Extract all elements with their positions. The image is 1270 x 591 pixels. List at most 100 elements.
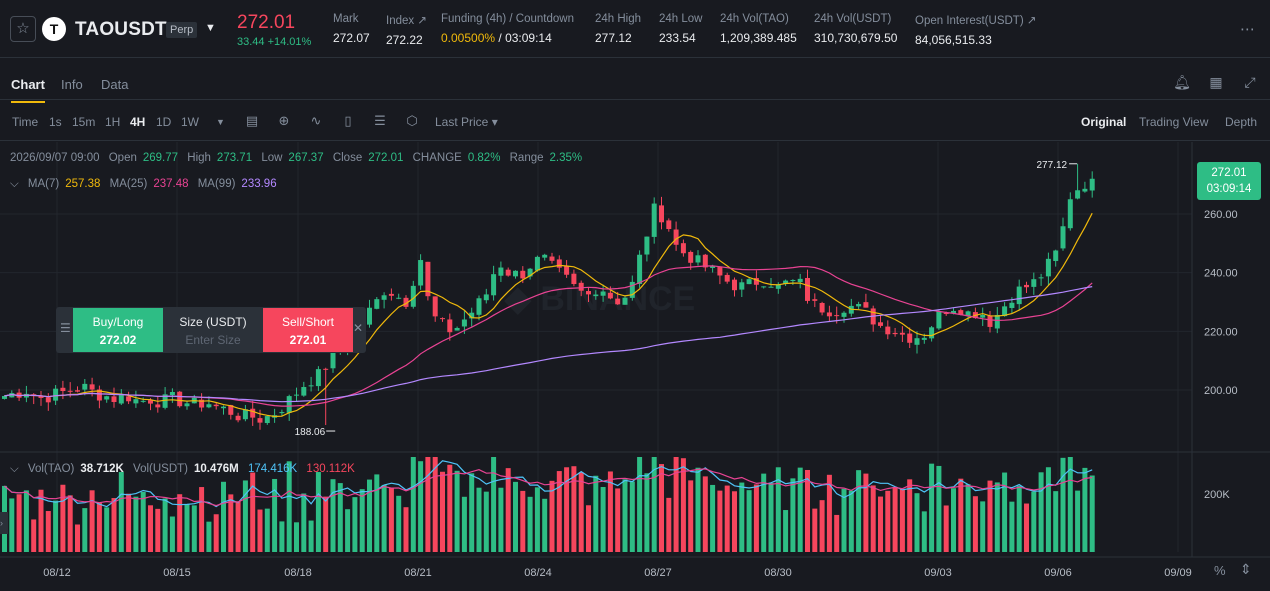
- vol-legend-toggle-chevron-icon[interactable]: ⌵: [10, 463, 19, 475]
- volume-bar: [644, 473, 650, 552]
- price-type-select[interactable]: Last Price ▾: [435, 115, 498, 129]
- interval-4h[interactable]: 4H: [130, 115, 146, 129]
- candle-body: [1045, 258, 1051, 277]
- more-options-icon[interactable]: ⋯: [1240, 21, 1256, 38]
- interval-1h[interactable]: 1H: [105, 115, 121, 129]
- stat-index[interactable]: Index ↗ 272.22: [386, 13, 427, 47]
- tab-chart[interactable]: Chart: [11, 77, 45, 103]
- candle-body: [571, 273, 577, 285]
- settings-sliders-icon[interactable]: ☰: [374, 113, 386, 128]
- add-indicator-icon[interactable]: ⊕: [278, 113, 290, 128]
- calendar-icon[interactable]: ▤: [245, 113, 259, 128]
- stat-value: 1,209,389.485: [720, 31, 797, 45]
- auto-scale-icon[interactable]: ⇕: [1240, 561, 1252, 577]
- volume-bar: [491, 457, 497, 552]
- volume-bar: [826, 474, 832, 552]
- buy-long-button[interactable]: Buy/Long 272.02: [73, 308, 163, 352]
- view-original[interactable]: Original: [1081, 115, 1127, 129]
- volume-bar: [1045, 467, 1051, 552]
- candle-body: [257, 418, 263, 423]
- candle-body: [177, 391, 183, 407]
- layout-grid-icon[interactable]: ▦: [1209, 74, 1223, 90]
- chart-toolbar: Time 1s 15m 1H 4H 1D 1W ▼ ▤ ⊕ ∿ ▯ ☰ ⬡ La…: [0, 101, 1270, 141]
- interval-more-chevron-down-icon[interactable]: ▼: [216, 117, 225, 127]
- volume-bar: [330, 479, 336, 552]
- volume-bar: [505, 468, 511, 552]
- volume-bar: [23, 490, 29, 552]
- volume-bar: [118, 472, 124, 552]
- candle-body: [104, 396, 110, 400]
- volume-bar: [659, 464, 664, 552]
- interval-1d[interactable]: 1D: [156, 115, 172, 129]
- bell-icon[interactable]: 🔔︎: [1173, 74, 1191, 90]
- expand-icon[interactable]: ⤢: [1244, 74, 1256, 90]
- volume-bar: [60, 484, 66, 552]
- drag-handle-icon[interactable]: ☰: [60, 321, 71, 335]
- view-trading-view[interactable]: Trading View: [1139, 115, 1209, 129]
- close-icon[interactable]: ✕: [352, 321, 363, 335]
- candle-style-icon[interactable]: ▯: [344, 113, 352, 128]
- candle-body: [659, 205, 664, 223]
- candle-body: [294, 394, 299, 396]
- candle-body: [96, 389, 102, 401]
- candle-body: [1089, 178, 1095, 191]
- volume-bar: [710, 484, 716, 552]
- shield-settings-icon[interactable]: ⬡: [406, 113, 418, 128]
- size-field[interactable]: Size (USDT) Enter Size: [163, 308, 263, 352]
- candle-body: [447, 319, 453, 333]
- stat-label: Mark: [333, 13, 359, 25]
- favorite-star-icon[interactable]: ☆: [10, 16, 36, 42]
- legend-ma7-label: MA(7): [27, 178, 60, 190]
- volume-bar: [16, 494, 22, 552]
- x-axis-label: 08/27: [644, 567, 672, 579]
- stat-open-interest[interactable]: Open Interest(USDT) ↗ 84,056,515.33: [915, 13, 1036, 47]
- candle-body: [461, 319, 467, 327]
- ma-legend-toggle-chevron-icon[interactable]: ⌵: [10, 178, 19, 190]
- volume-bar: [732, 491, 737, 552]
- size-input[interactable]: Enter Size: [185, 333, 241, 347]
- candle-body: [483, 294, 489, 301]
- view-depth[interactable]: Depth: [1225, 115, 1258, 129]
- candle-body: [38, 395, 44, 398]
- legend-ma25: 237.48: [153, 178, 189, 190]
- volume-bar: [994, 482, 1000, 552]
- volume-bar: [213, 514, 219, 552]
- volume-bar: [724, 485, 730, 552]
- volume-bar: [965, 484, 971, 552]
- legend-ma7: 257.38: [65, 178, 101, 190]
- volume-bar: [870, 485, 876, 552]
- interval-1w[interactable]: 1W: [181, 115, 199, 129]
- chart-area[interactable]: 200.00 220.00 240.00 260.00 08/12 08/15 08/18 0…: [0, 142, 1270, 591]
- legend-close-label: Close: [332, 152, 363, 164]
- symbol-dropdown-chevron-down-icon[interactable]: ▼: [205, 22, 216, 34]
- volume-bar: [739, 482, 745, 552]
- symbol-name[interactable]: TAOUSDT: [75, 19, 167, 40]
- tab-info[interactable]: Info: [61, 77, 83, 92]
- volume-bar: [96, 502, 102, 552]
- volume-bar: [367, 479, 372, 552]
- volume-legend: ⌵ Vol(TAO) 38.712K Vol(USDT) 10.476M 174.4…: [10, 463, 361, 476]
- candle-body: [907, 333, 913, 343]
- watermark-logo: ◆ BINANCE: [504, 280, 696, 318]
- side-panel-chevron-icon[interactable]: ›: [0, 512, 8, 534]
- volume-bar: [1060, 457, 1066, 552]
- candle-body: [943, 313, 949, 315]
- volume-bar: [615, 488, 621, 552]
- interval-time[interactable]: Time: [12, 115, 39, 129]
- volume-bar: [980, 501, 986, 552]
- stat-label: 24h High: [595, 13, 642, 25]
- volume-bar: [133, 496, 139, 552]
- x-axis-label: 08/30: [764, 567, 792, 579]
- candle-body: [184, 403, 190, 407]
- line-chart-icon[interactable]: ∿: [310, 113, 322, 128]
- candle-body: [374, 299, 380, 309]
- candlestick-chart[interactable]: 200.00 220.00 240.00 260.00 08/12 08/15 08/18 0…: [0, 142, 1270, 591]
- interval-1s[interactable]: 1s: [49, 115, 62, 129]
- volume-bar: [235, 501, 241, 552]
- interval-15m[interactable]: 15m: [72, 115, 96, 129]
- candle-body: [724, 274, 730, 282]
- tab-data[interactable]: Data: [101, 77, 129, 92]
- sell-short-button[interactable]: Sell/Short 272.01: [263, 308, 353, 352]
- percent-scale-icon[interactable]: %: [1214, 563, 1226, 578]
- volume-bar: [184, 504, 190, 552]
